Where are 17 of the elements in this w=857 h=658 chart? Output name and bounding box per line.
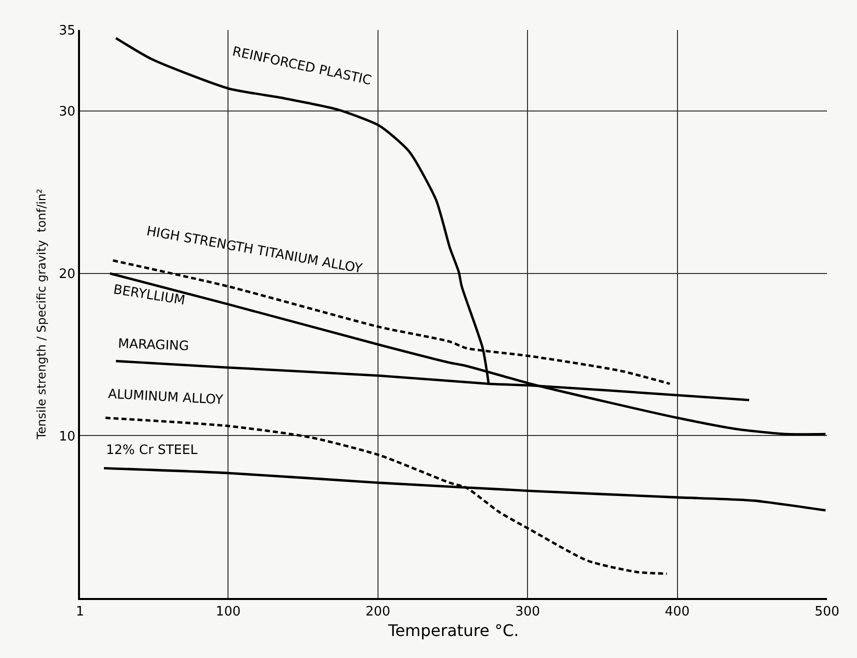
x-axis-title: Temperature °C. [387, 620, 519, 640]
x-tick-label: 200 [365, 604, 390, 620]
y-axis-title: Tensile strength / Specific gravity tonf/in² [34, 188, 49, 440]
x-tick-label: 300 [515, 604, 540, 620]
series-label: 12% Cr STEEL [106, 443, 198, 458]
x-tick-label: 400 [664, 604, 690, 620]
y-tick-label: 20 [58, 266, 76, 282]
y-tick-label: 10 [58, 429, 76, 444]
series-label: MARAGING [118, 336, 190, 354]
x-tick-label: 1 [76, 604, 84, 620]
series-label: ALUMINUM ALLOY [108, 387, 224, 408]
y-tick-label: 35 [58, 24, 76, 39]
x-tick-label: 100 [216, 604, 241, 620]
text: HIGH STRENGTH TITANIUM ALLOY [145, 224, 364, 277]
y-tick-label: 30 [58, 104, 76, 120]
x-tick-label: 500 [814, 604, 840, 620]
text: BERYLLIUM [112, 282, 186, 309]
